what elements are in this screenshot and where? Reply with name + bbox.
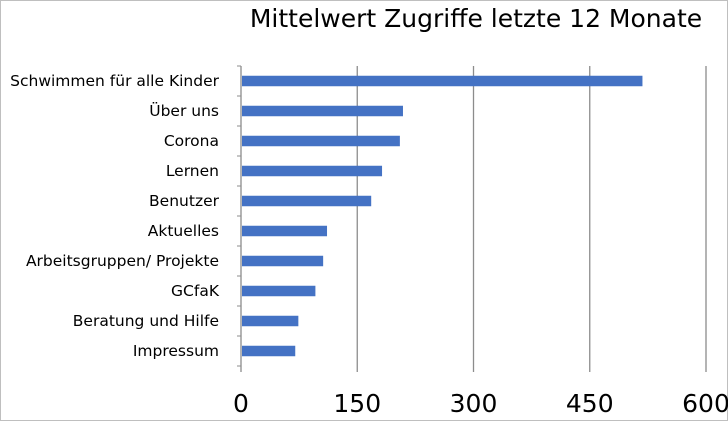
bar-1 [242,75,643,87]
bar-4 [242,165,383,177]
category-label-10: Impressum [133,342,219,360]
x-tick-labels: 0 150 300 450 600 [233,389,728,418]
y-axis [237,65,242,372]
bar-9 [242,315,299,327]
bar-2 [242,105,403,117]
category-label-9: Beratung und Hilfe [73,312,219,330]
x-tick-label-2: 300 [450,389,498,418]
category-label-5: Benutzer [149,192,220,210]
bar-7 [242,255,324,267]
x-tick-label-4: 600 [682,389,728,418]
bar-3 [242,135,400,147]
x-tick-label-3: 450 [566,389,614,418]
chart-title: Mittelwert Zugriffe letzte 12 Monate [249,4,703,33]
bar-6 [242,225,328,237]
category-label-8: GCfaK [171,282,220,300]
category-label-3: Corona [164,132,219,150]
bar-8 [242,285,316,297]
bar-10 [242,345,296,357]
category-label-1: Schwimmen für alle Kinder [10,72,219,90]
category-label-2: Über uns [149,101,219,120]
bar-5 [242,195,372,207]
gridlines [356,66,707,372]
category-label-4: Lernen [166,162,219,180]
x-tick-label-1: 150 [333,389,381,418]
category-labels: Schwimmen für alle Kinder Über uns Corona L… [10,72,220,360]
category-label-6: Aktuelles [148,222,219,240]
category-label-7: Arbeitsgruppen/ Projekte [26,252,219,270]
bars [242,75,643,357]
x-tick-label-0: 0 [233,389,249,418]
